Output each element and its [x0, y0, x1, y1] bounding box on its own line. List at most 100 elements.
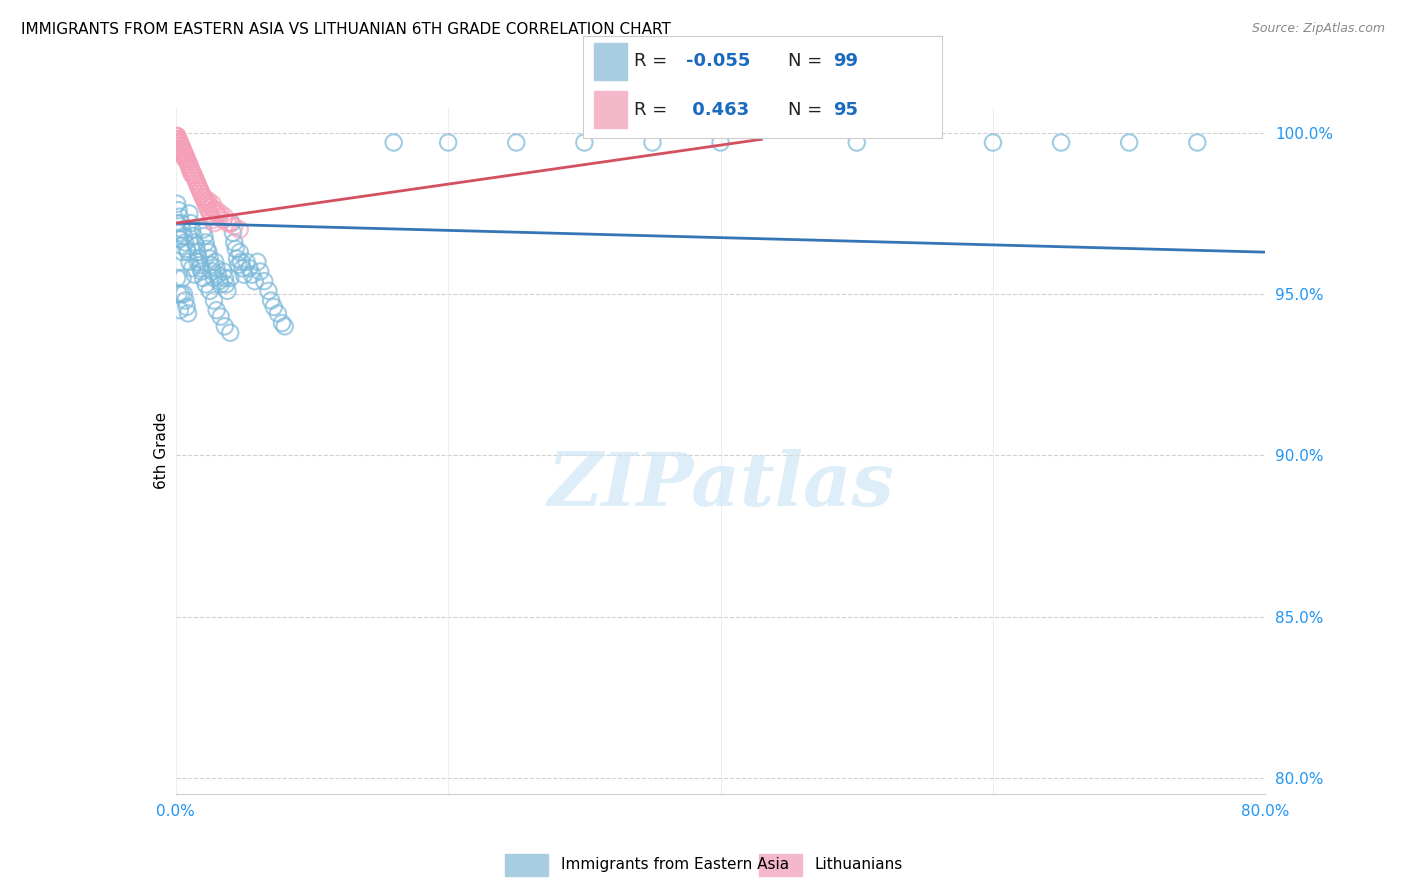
Point [641, 136, 664, 150]
Point [202, 271, 225, 285]
Point [166, 129, 188, 144]
Point [197, 245, 219, 260]
Point [217, 284, 239, 298]
Point [271, 316, 294, 330]
Point [166, 136, 188, 150]
Point [197, 196, 219, 211]
Point [166, 138, 188, 153]
Text: Immigrants from Eastern Asia: Immigrants from Eastern Asia [561, 857, 789, 872]
Point [190, 264, 212, 278]
Point [232, 268, 254, 282]
Point [195, 242, 218, 256]
Point [181, 164, 204, 178]
Text: Source: ZipAtlas.com: Source: ZipAtlas.com [1251, 22, 1385, 36]
Point [176, 154, 198, 169]
Point [249, 264, 271, 278]
Text: N =: N = [787, 53, 823, 70]
Point [226, 252, 249, 266]
Point [195, 200, 218, 214]
Point [209, 206, 232, 220]
Point [172, 271, 194, 285]
Point [165, 132, 187, 146]
Point [267, 306, 290, 320]
Point [174, 148, 197, 162]
Point [187, 252, 209, 266]
Point [183, 168, 205, 182]
Point [186, 238, 208, 252]
Point [170, 238, 193, 252]
Point [170, 145, 193, 160]
Text: 0.463: 0.463 [686, 101, 749, 119]
Point [166, 129, 188, 144]
Point [174, 148, 197, 162]
Point [172, 142, 194, 156]
Point [184, 171, 207, 186]
Point [1050, 136, 1073, 150]
Point [176, 152, 198, 166]
Point [172, 142, 194, 156]
Point [165, 132, 187, 146]
Point [205, 261, 228, 276]
Point [167, 226, 190, 240]
Point [214, 210, 236, 224]
Point [180, 216, 202, 230]
Point [505, 136, 527, 150]
Point [167, 132, 190, 146]
Point [224, 219, 246, 234]
Point [263, 300, 285, 314]
Text: 99: 99 [832, 53, 858, 70]
Point [198, 206, 221, 220]
Point [186, 255, 209, 269]
Point [231, 255, 253, 269]
Point [173, 145, 195, 160]
Point [167, 138, 190, 153]
Point [172, 145, 194, 160]
Point [166, 196, 188, 211]
Point [382, 136, 405, 150]
Point [187, 180, 209, 194]
Point [214, 319, 236, 334]
Point [224, 235, 246, 250]
Point [169, 232, 191, 246]
Point [193, 190, 215, 204]
Point [177, 154, 200, 169]
Point [170, 142, 193, 156]
Point [173, 287, 195, 301]
Point [238, 261, 260, 276]
Point [167, 287, 190, 301]
Point [201, 264, 224, 278]
Point [170, 138, 193, 153]
Point [183, 168, 205, 182]
Point [186, 178, 209, 192]
Bar [759, 854, 801, 876]
Point [194, 196, 217, 211]
Point [191, 190, 214, 204]
Text: 95: 95 [832, 101, 858, 119]
Point [209, 277, 232, 292]
Point [193, 194, 215, 208]
Point [169, 136, 191, 150]
Point [179, 206, 201, 220]
Point [188, 184, 211, 198]
Point [169, 136, 191, 150]
Point [221, 216, 243, 230]
Text: ZIPatlas: ZIPatlas [547, 449, 894, 521]
Point [169, 145, 191, 160]
Point [240, 268, 263, 282]
Point [197, 203, 219, 218]
Point [229, 222, 252, 236]
Point [174, 235, 197, 250]
Point [170, 145, 193, 160]
Point [172, 148, 194, 162]
Point [167, 203, 190, 218]
Point [181, 222, 204, 236]
Point [188, 258, 211, 272]
Point [212, 213, 235, 227]
Point [186, 178, 209, 192]
Point [201, 213, 224, 227]
Text: IMMIGRANTS FROM EASTERN ASIA VS LITHUANIAN 6TH GRADE CORRELATION CHART: IMMIGRANTS FROM EASTERN ASIA VS LITHUANI… [21, 22, 671, 37]
Point [253, 274, 276, 288]
Point [181, 261, 204, 276]
Point [172, 222, 194, 236]
Point [176, 152, 198, 166]
